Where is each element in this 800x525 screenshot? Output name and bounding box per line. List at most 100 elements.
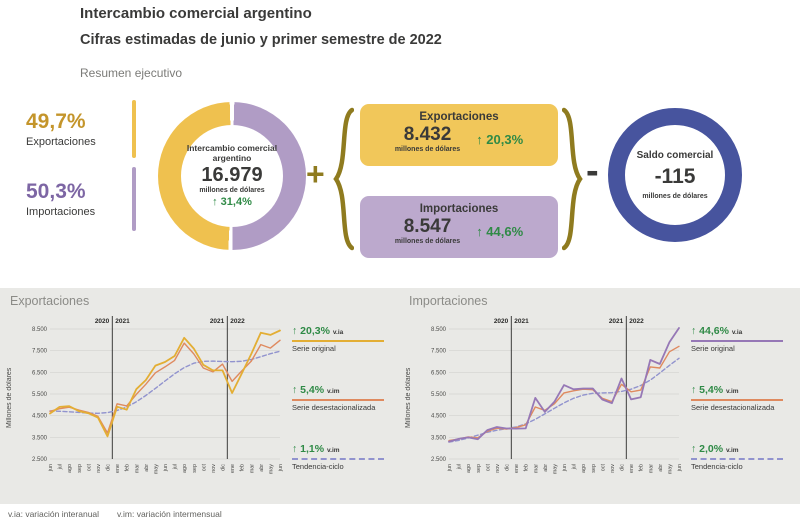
- svg-text:may: may: [153, 464, 159, 474]
- svg-text:5.500: 5.500: [431, 392, 447, 398]
- svg-text:sep: sep: [591, 464, 597, 473]
- legend-item-serie-original: ↑ 44,6% v.ia Serie original: [691, 325, 791, 353]
- svg-text:jun: jun: [278, 464, 284, 472]
- trade-donut-chart: Intercambio comercial argentino 16.979 m…: [158, 102, 306, 250]
- imports-box-title: Importaciones: [419, 203, 499, 215]
- legend-line-sample: [691, 399, 783, 401]
- svg-text:3.500: 3.500: [32, 435, 48, 441]
- exports-y-axis-label: Millones de dólares: [6, 367, 13, 429]
- donut-change: ↑ 31,4%: [212, 196, 252, 209]
- svg-text:2021: 2021: [609, 318, 624, 325]
- donut-unit: millones de dólares: [199, 187, 265, 195]
- donut-value: 16.979: [201, 164, 263, 187]
- svg-text:nov: nov: [610, 464, 616, 473]
- legend-unit: v.ia: [332, 329, 344, 336]
- svg-text:abr: abr: [144, 464, 150, 472]
- footnotes: v.ia: variación interanual v.im: variació…: [8, 509, 240, 519]
- legend-item-tendencia-ciclo: ↑ 1,1% v.im Tendencia-ciclo: [292, 443, 392, 471]
- legend-unit: v.im: [327, 388, 340, 395]
- legend-change: ↑ 44,6%: [691, 325, 729, 337]
- svg-text:may: may: [552, 464, 558, 474]
- svg-text:ene: ene: [629, 464, 635, 473]
- svg-text:sep: sep: [192, 464, 198, 473]
- svg-text:ago: ago: [182, 464, 188, 473]
- exports-chart-title: Exportaciones: [10, 294, 90, 308]
- imports-share: 50,3% Importaciones: [26, 167, 136, 231]
- legend-change: ↑ 5,4%: [691, 384, 724, 396]
- legend-item-serie-original: ↑ 20,3% v.ia Serie original: [292, 325, 392, 353]
- svg-text:mar: mar: [134, 464, 140, 473]
- svg-text:7.500: 7.500: [32, 349, 48, 355]
- page-subtitle: Cifras estimadas de junio y primer semes…: [80, 32, 442, 48]
- svg-text:nov: nov: [495, 464, 501, 473]
- legend-item-tendencia-ciclo: ↑ 2,0% v.im Tendencia-ciclo: [691, 443, 791, 471]
- exports-share-label: Exportaciones: [26, 136, 96, 148]
- svg-text:feb: feb: [524, 464, 530, 472]
- svg-text:jun: jun: [562, 464, 568, 472]
- svg-text:2.500: 2.500: [431, 457, 447, 463]
- svg-text:4.500: 4.500: [431, 414, 447, 420]
- page-title: Intercambio comercial argentino: [80, 5, 312, 22]
- svg-text:jun: jun: [447, 464, 453, 472]
- svg-text:abr: abr: [658, 464, 664, 472]
- svg-text:jul: jul: [572, 464, 578, 470]
- svg-text:may: may: [268, 464, 274, 474]
- legend-label: Serie original: [691, 344, 735, 353]
- svg-text:jul: jul: [173, 464, 179, 470]
- svg-text:2022: 2022: [629, 318, 644, 325]
- imports-share-value: 50,3%: [26, 180, 86, 203]
- svg-text:feb: feb: [639, 464, 645, 472]
- legend-unit: v.ia: [731, 329, 743, 336]
- svg-text:2020: 2020: [494, 318, 509, 325]
- svg-text:5.500: 5.500: [32, 392, 48, 398]
- imports-share-bar: [132, 167, 136, 231]
- donut-label: Intercambio comercial argentino: [186, 142, 278, 163]
- svg-text:jun: jun: [677, 464, 683, 472]
- svg-text:8.500: 8.500: [32, 327, 48, 333]
- svg-text:sep: sep: [77, 464, 83, 473]
- svg-text:sep: sep: [476, 464, 482, 473]
- exports-box-value: 8.432: [403, 124, 452, 145]
- brace-left-icon: [333, 107, 354, 251]
- svg-text:nov: nov: [211, 464, 217, 473]
- svg-text:feb: feb: [125, 464, 131, 472]
- svg-text:may: may: [667, 464, 673, 474]
- svg-text:6.500: 6.500: [32, 370, 48, 376]
- svg-text:ene: ene: [230, 464, 236, 473]
- footnote-vim: v.im: variación intermensual: [117, 509, 222, 519]
- exports-box-unit: millones de dólares: [394, 146, 461, 153]
- section-label: Resumen ejecutivo: [80, 66, 183, 80]
- imports-legend: ↑ 44,6% v.ia Serie original ↑ 5,4% v.im …: [687, 309, 791, 495]
- imports-box-unit: millones de dólares: [394, 238, 461, 245]
- imports-y-axis-label: Millones de dólares: [405, 367, 412, 429]
- exports-box: Exportaciones 8.432 millones de dólares …: [360, 104, 558, 166]
- imports-box-change: ↑ 44,6%: [476, 223, 524, 239]
- svg-text:3.500: 3.500: [431, 435, 447, 441]
- svg-text:2.500: 2.500: [32, 457, 48, 463]
- legend-item-serie-desestacionalizada: ↑ 5,4% v.im Serie desestacionalizada: [691, 384, 791, 412]
- svg-text:jul: jul: [58, 464, 64, 470]
- legend-line-sample: [691, 458, 783, 460]
- svg-text:abr: abr: [259, 464, 265, 472]
- balance-value: -115: [654, 165, 696, 188]
- exports-line-chart: 2.500 3.500 4.500 5.500 6.500 7.500 8.500 2020 2…: [32, 316, 284, 474]
- brace-right-icon: [562, 107, 583, 251]
- svg-text:ago: ago: [581, 464, 587, 473]
- legend-label: Tendencia-ciclo: [691, 462, 743, 471]
- svg-text:nov: nov: [96, 464, 102, 473]
- legend-label: Serie desestacionalizada: [292, 403, 376, 412]
- svg-text:2022: 2022: [230, 318, 245, 325]
- legend-line-sample: [691, 340, 783, 342]
- exports-legend: ↑ 20,3% v.ia Serie original ↑ 5,4% v.im …: [288, 309, 392, 495]
- footnote-via: v.ia: variación interanual: [8, 509, 100, 519]
- imports-box: Importaciones 8.547 millones de dólares …: [360, 196, 558, 258]
- svg-text:dic: dic: [221, 464, 227, 471]
- svg-text:8.500: 8.500: [431, 327, 447, 333]
- exports-share-value: 49,7%: [26, 110, 86, 133]
- legend-line-sample: [292, 399, 384, 401]
- legend-change: ↑ 2,0%: [691, 443, 724, 455]
- svg-text:2020: 2020: [95, 318, 110, 325]
- legend-unit: v.im: [726, 388, 739, 395]
- svg-text:jun: jun: [163, 464, 169, 472]
